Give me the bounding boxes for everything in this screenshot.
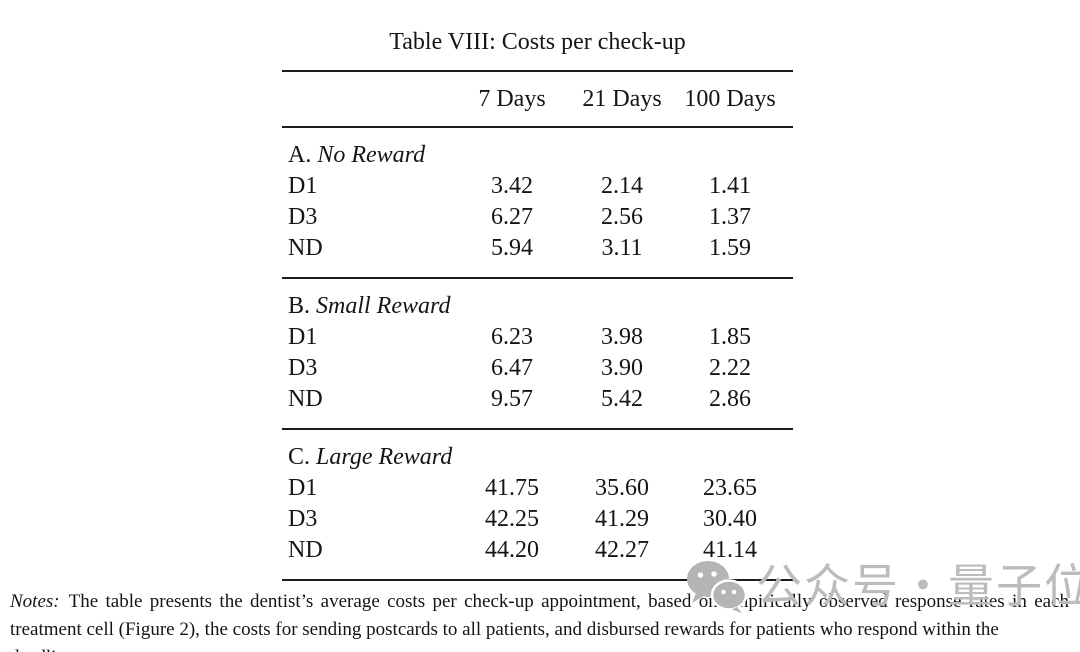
- value-cell: 1.37: [709, 204, 751, 230]
- header-7-days: 7 Days: [478, 85, 546, 112]
- panel-label: B. Small Reward: [282, 291, 793, 322]
- panel-large-reward: C. Large Reward D1 41.75 35.60 23.65 D3 …: [282, 430, 793, 579]
- table-row: D3 6.47 3.90 2.22: [282, 353, 793, 384]
- value-cell: 6.23: [491, 324, 533, 350]
- panel-prefix: A.: [288, 142, 312, 168]
- value-cell: 35.60: [595, 475, 649, 501]
- value-cell: 9.57: [491, 386, 533, 412]
- table-header-row: 7 Days 21 Days 100 Days: [282, 72, 793, 126]
- value-cell: 3.98: [601, 324, 643, 350]
- panel-no-reward: A. No Reward D1 3.42 2.14 1.41 D3 6.27 2…: [282, 128, 793, 277]
- panel-prefix: C.: [288, 444, 311, 470]
- row-label: D3: [288, 506, 318, 532]
- notes-line-2: treatment cell (Figure 2), the costs for…: [10, 619, 999, 652]
- value-cell: 2.14: [601, 173, 643, 199]
- costs-table: Table VIII: Costs per check-up 7 Days 21…: [282, 0, 793, 581]
- panel-label: C. Large Reward: [282, 442, 793, 473]
- panel-label: A. No Reward: [282, 140, 793, 171]
- value-cell: 42.27: [595, 537, 649, 563]
- value-cell: 23.65: [703, 475, 757, 501]
- header-100-days: 100 Days: [684, 85, 776, 112]
- value-cell: 41.75: [485, 475, 539, 501]
- value-cell: 5.42: [601, 386, 643, 412]
- row-label: D3: [288, 355, 318, 381]
- panel-name: Small Reward: [316, 293, 451, 319]
- notes-line-1: Notes: The table presents the dentist’s a…: [10, 588, 1069, 616]
- row-label: D3: [288, 204, 318, 230]
- panel-name: No Reward: [317, 142, 426, 168]
- table-row: D1 41.75 35.60 23.65: [282, 473, 793, 504]
- panel-small-reward: B. Small Reward D1 6.23 3.98 1.85 D3 6.4…: [282, 279, 793, 428]
- row-label: ND: [288, 537, 323, 563]
- value-cell: 3.11: [601, 235, 643, 261]
- value-cell: 41.14: [703, 537, 757, 563]
- table-rule-top: [282, 70, 793, 72]
- table-title: Table VIII: Costs per check-up: [389, 29, 686, 55]
- value-cell: 2.22: [709, 355, 751, 381]
- table-row: ND 9.57 5.42 2.86: [282, 384, 793, 415]
- table-row: D1 3.42 2.14 1.41: [282, 171, 793, 202]
- value-cell: 3.90: [601, 355, 643, 381]
- table-rule-bottom: [282, 579, 793, 581]
- value-cell: 44.20: [485, 537, 539, 563]
- row-label: D1: [288, 324, 318, 350]
- value-cell: 6.27: [491, 204, 533, 230]
- value-cell: 41.29: [595, 506, 649, 532]
- value-cell: 6.47: [491, 355, 533, 381]
- table-row: D3 42.25 41.29 30.40: [282, 504, 793, 535]
- value-cell: 1.41: [709, 173, 751, 199]
- value-cell: 5.94: [491, 235, 533, 261]
- header-21-days: 21 Days: [582, 85, 662, 112]
- value-cell: 3.42: [491, 173, 533, 199]
- row-label: D1: [288, 173, 318, 199]
- table-notes: Notes: The table presents the dentist’s a…: [10, 588, 1069, 652]
- value-cell: 42.25: [485, 506, 539, 532]
- value-cell: 1.85: [709, 324, 751, 350]
- notes-label: Notes:: [10, 591, 60, 612]
- row-label: D1: [288, 475, 318, 501]
- value-cell: 1.59: [709, 235, 751, 261]
- value-cell: 2.86: [709, 386, 751, 412]
- panel-name: Large Reward: [316, 444, 453, 470]
- panel-prefix: B.: [288, 293, 311, 319]
- row-label: ND: [288, 235, 323, 261]
- table-rule-mid-1: [282, 277, 793, 279]
- table-rule-mid-2: [282, 428, 793, 430]
- table-rule-header: [282, 126, 793, 128]
- row-label: ND: [288, 386, 323, 412]
- table-row: D3 6.27 2.56 1.37: [282, 202, 793, 233]
- table-row: ND 5.94 3.11 1.59: [282, 233, 793, 264]
- value-cell: 2.56: [601, 204, 643, 230]
- value-cell: 30.40: [703, 506, 757, 532]
- notes-text-1: The table presents the dentist’s average…: [68, 591, 1069, 612]
- table-row: ND 44.20 42.27 41.14: [282, 535, 793, 566]
- table-row: D1 6.23 3.98 1.85: [282, 322, 793, 353]
